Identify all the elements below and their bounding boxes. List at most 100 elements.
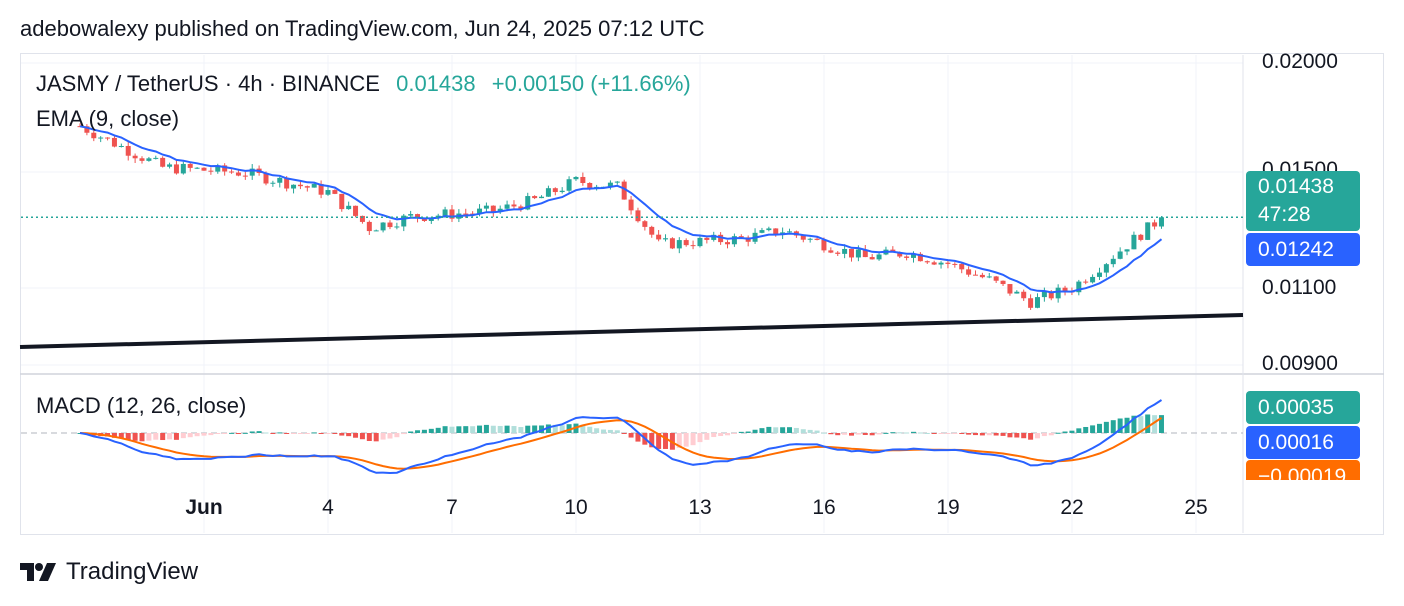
macd-histogram-bar xyxy=(924,432,930,434)
macd-histogram-bar xyxy=(511,426,517,433)
candle-body xyxy=(401,215,407,227)
macd-histogram-bar xyxy=(318,433,324,434)
candle-body xyxy=(1041,291,1047,298)
candle-body xyxy=(649,226,655,235)
brand-name: TradingView xyxy=(66,558,199,585)
candle-body xyxy=(1124,249,1130,252)
macd-histogram-bar xyxy=(525,425,531,433)
macd-histogram-bar xyxy=(594,428,600,433)
macd-histogram-bar xyxy=(463,426,469,433)
candle-body xyxy=(518,206,524,210)
candle-body xyxy=(449,209,455,219)
macd-histogram-bar xyxy=(545,424,551,433)
macd-histogram-bar xyxy=(256,431,262,433)
candle-body xyxy=(587,182,593,189)
macd-histogram-bar xyxy=(663,433,669,449)
x-tick-8: 25 xyxy=(1184,496,1208,519)
x-tick-5: 16 xyxy=(812,496,836,519)
macd-histogram-bar xyxy=(559,425,565,433)
candle-body xyxy=(635,210,641,222)
macd-histogram-bar xyxy=(1028,433,1034,440)
candle-body xyxy=(394,226,400,228)
macd-histogram-bar xyxy=(215,433,221,434)
macd-histogram-bar xyxy=(945,433,951,434)
candle-body xyxy=(359,215,365,222)
candle-body xyxy=(1117,251,1123,259)
macd-histogram-bar xyxy=(359,433,365,440)
candle-body xyxy=(291,184,297,189)
candle-body xyxy=(139,158,145,161)
macd-histogram-bar xyxy=(408,431,414,433)
candle-body xyxy=(787,231,793,233)
macd-histogram-bar xyxy=(125,433,131,440)
macd-histogram-bar xyxy=(1117,418,1123,433)
macd-histogram-bar xyxy=(477,425,483,433)
macd-histogram-bar xyxy=(972,433,978,436)
candle-body xyxy=(504,204,510,209)
macd-histogram-bar xyxy=(208,433,214,436)
macd-histogram-bar xyxy=(793,427,799,433)
candle-body xyxy=(759,230,765,233)
candle-body xyxy=(366,221,372,232)
macd-histogram-bar xyxy=(1131,415,1137,433)
candle-body xyxy=(986,276,992,278)
candle-body xyxy=(194,167,200,169)
macd-histogram-bar xyxy=(222,433,228,434)
candle-body xyxy=(1145,222,1151,240)
signal-value-tag: −0.00019 xyxy=(1246,460,1360,480)
macd-histogram-bar xyxy=(628,433,634,438)
candle-body xyxy=(718,234,724,243)
candle-body xyxy=(1152,222,1158,227)
macd-histogram-bar xyxy=(752,429,758,433)
macd-histogram-bar xyxy=(394,433,400,438)
macd-histogram-bar xyxy=(1048,433,1054,436)
candle-body xyxy=(931,262,937,265)
macd-histogram-bar xyxy=(435,427,441,433)
macd-histogram-bar xyxy=(132,433,138,441)
symbol-header: JASMY / TetherUS · 4h · BINANCE 0.01438 … xyxy=(36,71,691,97)
macd-histogram-bar xyxy=(938,433,944,434)
candle-body xyxy=(573,176,579,180)
candle-body xyxy=(304,186,310,188)
candle-body xyxy=(945,262,951,264)
macd-histogram-bar xyxy=(842,433,848,435)
last-price: 0.01438 xyxy=(396,71,476,96)
tradingview-logo-icon xyxy=(20,563,56,581)
macd-histogram-bar xyxy=(1000,433,1006,436)
candle-body xyxy=(711,234,717,240)
macd-hist-tag: 0.00035 xyxy=(1246,391,1360,424)
macd-histogram-bar xyxy=(697,433,703,443)
macd-histogram-bar xyxy=(456,426,462,433)
macd-histogram-bar xyxy=(1090,425,1096,433)
signal-tag-clip: −0.00019 xyxy=(1246,460,1360,480)
candle-body xyxy=(297,184,303,187)
macd-histogram-bar xyxy=(1069,430,1075,433)
candle-body xyxy=(242,175,248,177)
candle-body xyxy=(125,145,131,156)
macd-histogram-bar xyxy=(180,433,186,439)
macd-histogram-bar xyxy=(614,430,620,433)
tradingview-brand[interactable]: TradingView xyxy=(20,558,198,586)
macd-histogram-bar xyxy=(118,433,124,439)
ema-legend[interactable]: EMA (9, close) xyxy=(36,106,180,131)
candle-body xyxy=(532,196,538,199)
candle-body xyxy=(800,235,806,240)
x-tick-7: 22 xyxy=(1060,496,1084,519)
candle-body xyxy=(814,238,820,240)
macd-legend[interactable]: MACD (12, 26, close) xyxy=(36,393,247,418)
macd-histogram-bar xyxy=(656,433,662,449)
macd-histogram-bar xyxy=(270,433,276,434)
candle-body xyxy=(725,242,731,245)
macd-histogram-bar xyxy=(249,431,255,433)
macd-histogram-bar xyxy=(1096,423,1102,433)
candle-body xyxy=(111,137,117,147)
macd-histogram-bar xyxy=(194,433,200,437)
macd-histogram-bar xyxy=(738,431,744,433)
candle-body xyxy=(621,181,627,200)
candle-body xyxy=(1076,281,1082,293)
candle-body xyxy=(731,236,737,245)
candle-body xyxy=(807,238,813,240)
candle-body xyxy=(842,248,848,254)
macd-histogram-bar xyxy=(1014,433,1020,438)
